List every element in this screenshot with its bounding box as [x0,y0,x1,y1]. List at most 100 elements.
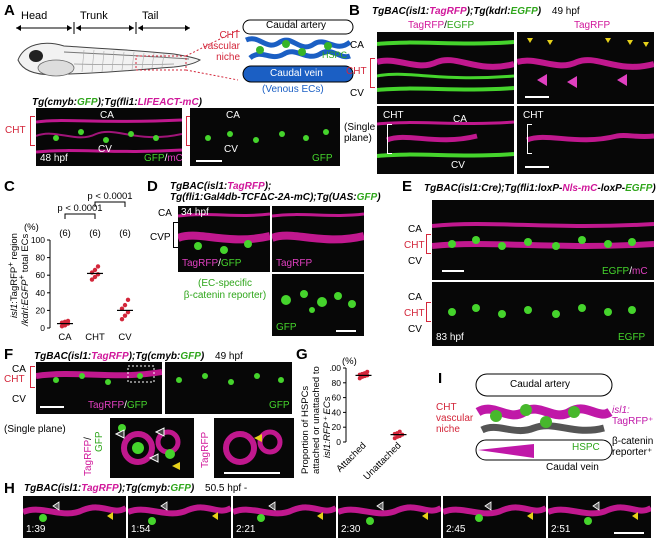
panel-d-reporter-label: (EC-specific β-catenin reporter) [183,278,267,301]
region-trunk: Trunk [80,10,108,22]
panel-c-chart: 0 20 40 60 80 100 CA (6) CHT (6) CV (6) p < 0.0001p … [31,191,133,340]
x-tick-label: Unattached [361,440,403,480]
p-value-label: p < 0.0001 [57,203,102,214]
b-side-cht: CHT [346,66,367,77]
data-point [92,267,98,273]
caudal-artery-label: Caudal artery [266,20,327,31]
y-tick-label: 0 [336,437,341,447]
b-side-cv: CV [350,88,364,99]
panel-label-e: E [402,178,413,195]
panel-label-d: D [147,178,158,195]
data-point [119,306,125,311]
timestamp-label: 2:45 [446,524,466,535]
panel-d-tagrfp-image: TagRFP [272,206,364,272]
panel-f-merged-image: TagRFP/GFP [36,362,162,414]
d-side-cvp: CVP [150,232,171,243]
region-arrows [16,22,190,34]
panel-g-unit: (%) [342,356,357,367]
panel-label-a: A [4,2,15,19]
panel-b-single-plane-merged: CHT CA CV [377,106,514,174]
data-point [92,274,98,280]
e-side-ca: CA [408,224,422,235]
panel-a-gfp-image: CA CV GFP [190,108,340,166]
comparison-bracket [64,213,96,219]
i-artery-label: Caudal artery [510,379,571,390]
panel-label-b: B [349,2,360,19]
timestamp-label: 2:30 [341,524,361,535]
f-zoom-left-label: TagRFP/ GFP [83,431,105,476]
panel-a-title: Tg(cmyb:GFP);Tg(fli1:LIFEACT-mC) [32,97,203,108]
panel-b-title: TgBAC(isl1:TagRFP);Tg(kdrl:EGFP) 49 hpf [372,6,580,17]
e-side-ca-2: CA [408,292,422,303]
y-tick-label: 100 [330,363,341,373]
i-hspc-label: HSPC [572,442,600,453]
x-tick-label: CHT [85,332,105,340]
panel-c-ylabel: isl1:TagRFP+ region /kdrl:EGFP+ total EC… [6,233,32,326]
caudal-vein-label: Caudal vein [270,68,323,79]
zoom-lines [185,29,239,81]
d-side-ca: CA [158,208,172,219]
data-point [365,369,370,374]
panel-e-egfp-image: 83 hpf EGFP [432,282,654,346]
panel-c-unit: (%) [24,222,39,233]
data-point [89,277,95,282]
e-side-cht-2: CHT [404,308,425,319]
data-point [119,317,125,322]
panel-b-merged-image [377,32,514,104]
y-tick-label: 0 [40,323,45,333]
panel-f-title: TgBAC(isl1:TagRFP);Tg(cmyb:GFP) 49 hpf [34,351,243,362]
region-head: Head [21,10,48,22]
n-label: (6) [59,228,71,239]
i-niche-label: CHT vascular niche [436,402,474,435]
i-vein-label: Caudal vein [546,462,599,473]
b-side-single-plane: (Single plane) [344,122,376,144]
comparison-bracket [94,201,126,207]
zebrafish-larva-drawing [17,42,201,77]
timelapse-frame: 1:54 [128,496,231,538]
panel-b-ch-left: TagRFP/EGFP [408,20,475,31]
panel-label-h: H [4,480,15,497]
panel-b-tagrfp-image [517,32,654,104]
x-tick-label: CV [118,332,132,340]
panel-f-zoom-tagrfp [214,418,294,478]
f-zoom-right-label: TagRFP [200,431,211,468]
panel-e-merged-image: EGFP/mC [432,200,654,280]
i-isl1-label: isl1: TagRFP⁺ [612,405,654,427]
data-point [122,302,128,308]
panel-h-timelapse: 1:39 1:54 2:21 2:30 2:45 2:51 [23,496,653,538]
y-tick-label: 80 [36,253,46,263]
panel-g-chart: 020406080100AttachedUnattached [330,363,407,480]
timelapse-frame: 2:30 [338,496,441,538]
timestamp-label: 2:21 [236,524,256,535]
region-tail: Tail [142,10,159,22]
panel-d-gfp-image: GFP [272,274,364,336]
timelapse-frame: 1:39 [23,496,126,538]
y-tick-label: 40 [36,288,46,298]
panel-e-title: TgBAC(isl1:Cre);Tg(fli1:loxP-Nls-mC-loxP… [424,183,656,194]
f-side-cht: CHT [4,374,25,385]
panel-a-merged-image: CA CV 48 hpf GFP/mC [36,108,182,166]
data-point [397,429,402,434]
panel-label-f: F [4,346,14,363]
panel-i-schematic [475,373,613,461]
panel-f-zoom-merged [110,418,194,478]
e-side-cht: CHT [404,240,425,251]
b-side-ca: CA [350,40,364,51]
n-label: (6) [89,228,101,239]
p-value-label: p < 0.0001 [87,191,132,202]
panel-b-ch-right: TagRFP [574,20,611,31]
y-tick-label: 60 [36,270,46,280]
data-point [122,313,128,318]
data-point [95,272,101,277]
f-side-ca: CA [12,364,26,375]
data-point [125,297,131,303]
y-tick-label: 100 [31,235,45,245]
y-tick-label: 40 [332,407,342,417]
panel-b-single-plane-tagrfp: CHT [517,106,654,174]
panel-h-title: TgBAC(isl1:TagRFP);Tg(cmyb:GFP) 50.5 hpf… [24,483,248,494]
panel-label-g: G [296,346,308,363]
timestamp-label: 2:51 [551,524,571,535]
venous-ecs-label: (Venous ECs) [262,84,324,95]
y-tick-label: 20 [36,305,46,315]
cht-niche-label: CHT vascular niche [202,30,240,63]
